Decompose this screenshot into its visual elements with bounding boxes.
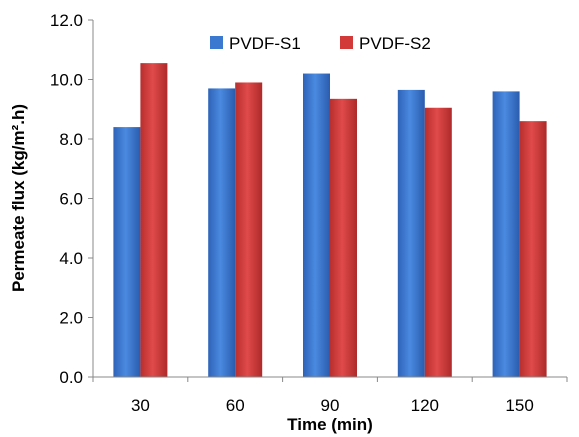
y-axis-ticks: 0.0 2.0 4.0 6.0 8.0 10.0 12.0 [50, 11, 93, 387]
x-axis-ticks: 30 60 90 120 150 [92, 377, 568, 415]
bar-pvdf-s2-30 [140, 63, 168, 377]
bar-pvdf-s2-60 [235, 82, 263, 377]
y-tick-label: 2.0 [59, 309, 83, 328]
bar-pvdf-s2-150 [519, 121, 547, 378]
y-tick-label: 4.0 [59, 249, 83, 268]
legend-swatch-pvdf-s1 [210, 36, 223, 49]
y-tick-label: 10.0 [50, 71, 83, 90]
legend-swatch-pvdf-s2 [340, 36, 353, 49]
y-tick-label: 12.0 [50, 11, 83, 30]
x-tick-label: 60 [226, 396, 245, 415]
legend-label-pvdf-s1: PVDF-S1 [229, 34, 301, 53]
x-tick-label: 30 [131, 396, 150, 415]
x-tick-label: 150 [505, 396, 533, 415]
plot-area: 0.0 2.0 4.0 6.0 8.0 10.0 12.0 30 60 90 120 150 [50, 11, 568, 415]
bar-pvdf-s1-90 [303, 73, 330, 378]
bars [113, 63, 547, 378]
legend-label-pvdf-s2: PVDF-S2 [359, 34, 431, 53]
y-tick-label: 0.0 [59, 368, 83, 387]
x-tick-label: 120 [411, 396, 439, 415]
bar-pvdf-s1-120 [397, 89, 425, 377]
y-tick-label: 6.0 [59, 190, 83, 209]
x-tick-label: 90 [321, 396, 340, 415]
bar-pvdf-s1-150 [492, 91, 520, 378]
bar-pvdf-s2-90 [330, 98, 357, 378]
bar-pvdf-s1-60 [208, 88, 236, 378]
bar-pvdf-s2-120 [424, 107, 452, 377]
y-tick-label: 8.0 [59, 130, 83, 149]
bar-pvdf-s1-30 [113, 127, 141, 377]
y-axis-title: Permeate flux (kg/m².h) [9, 104, 28, 292]
x-axis-title: Time (min) [287, 415, 373, 434]
legend: PVDF-S1 PVDF-S2 [210, 34, 431, 53]
